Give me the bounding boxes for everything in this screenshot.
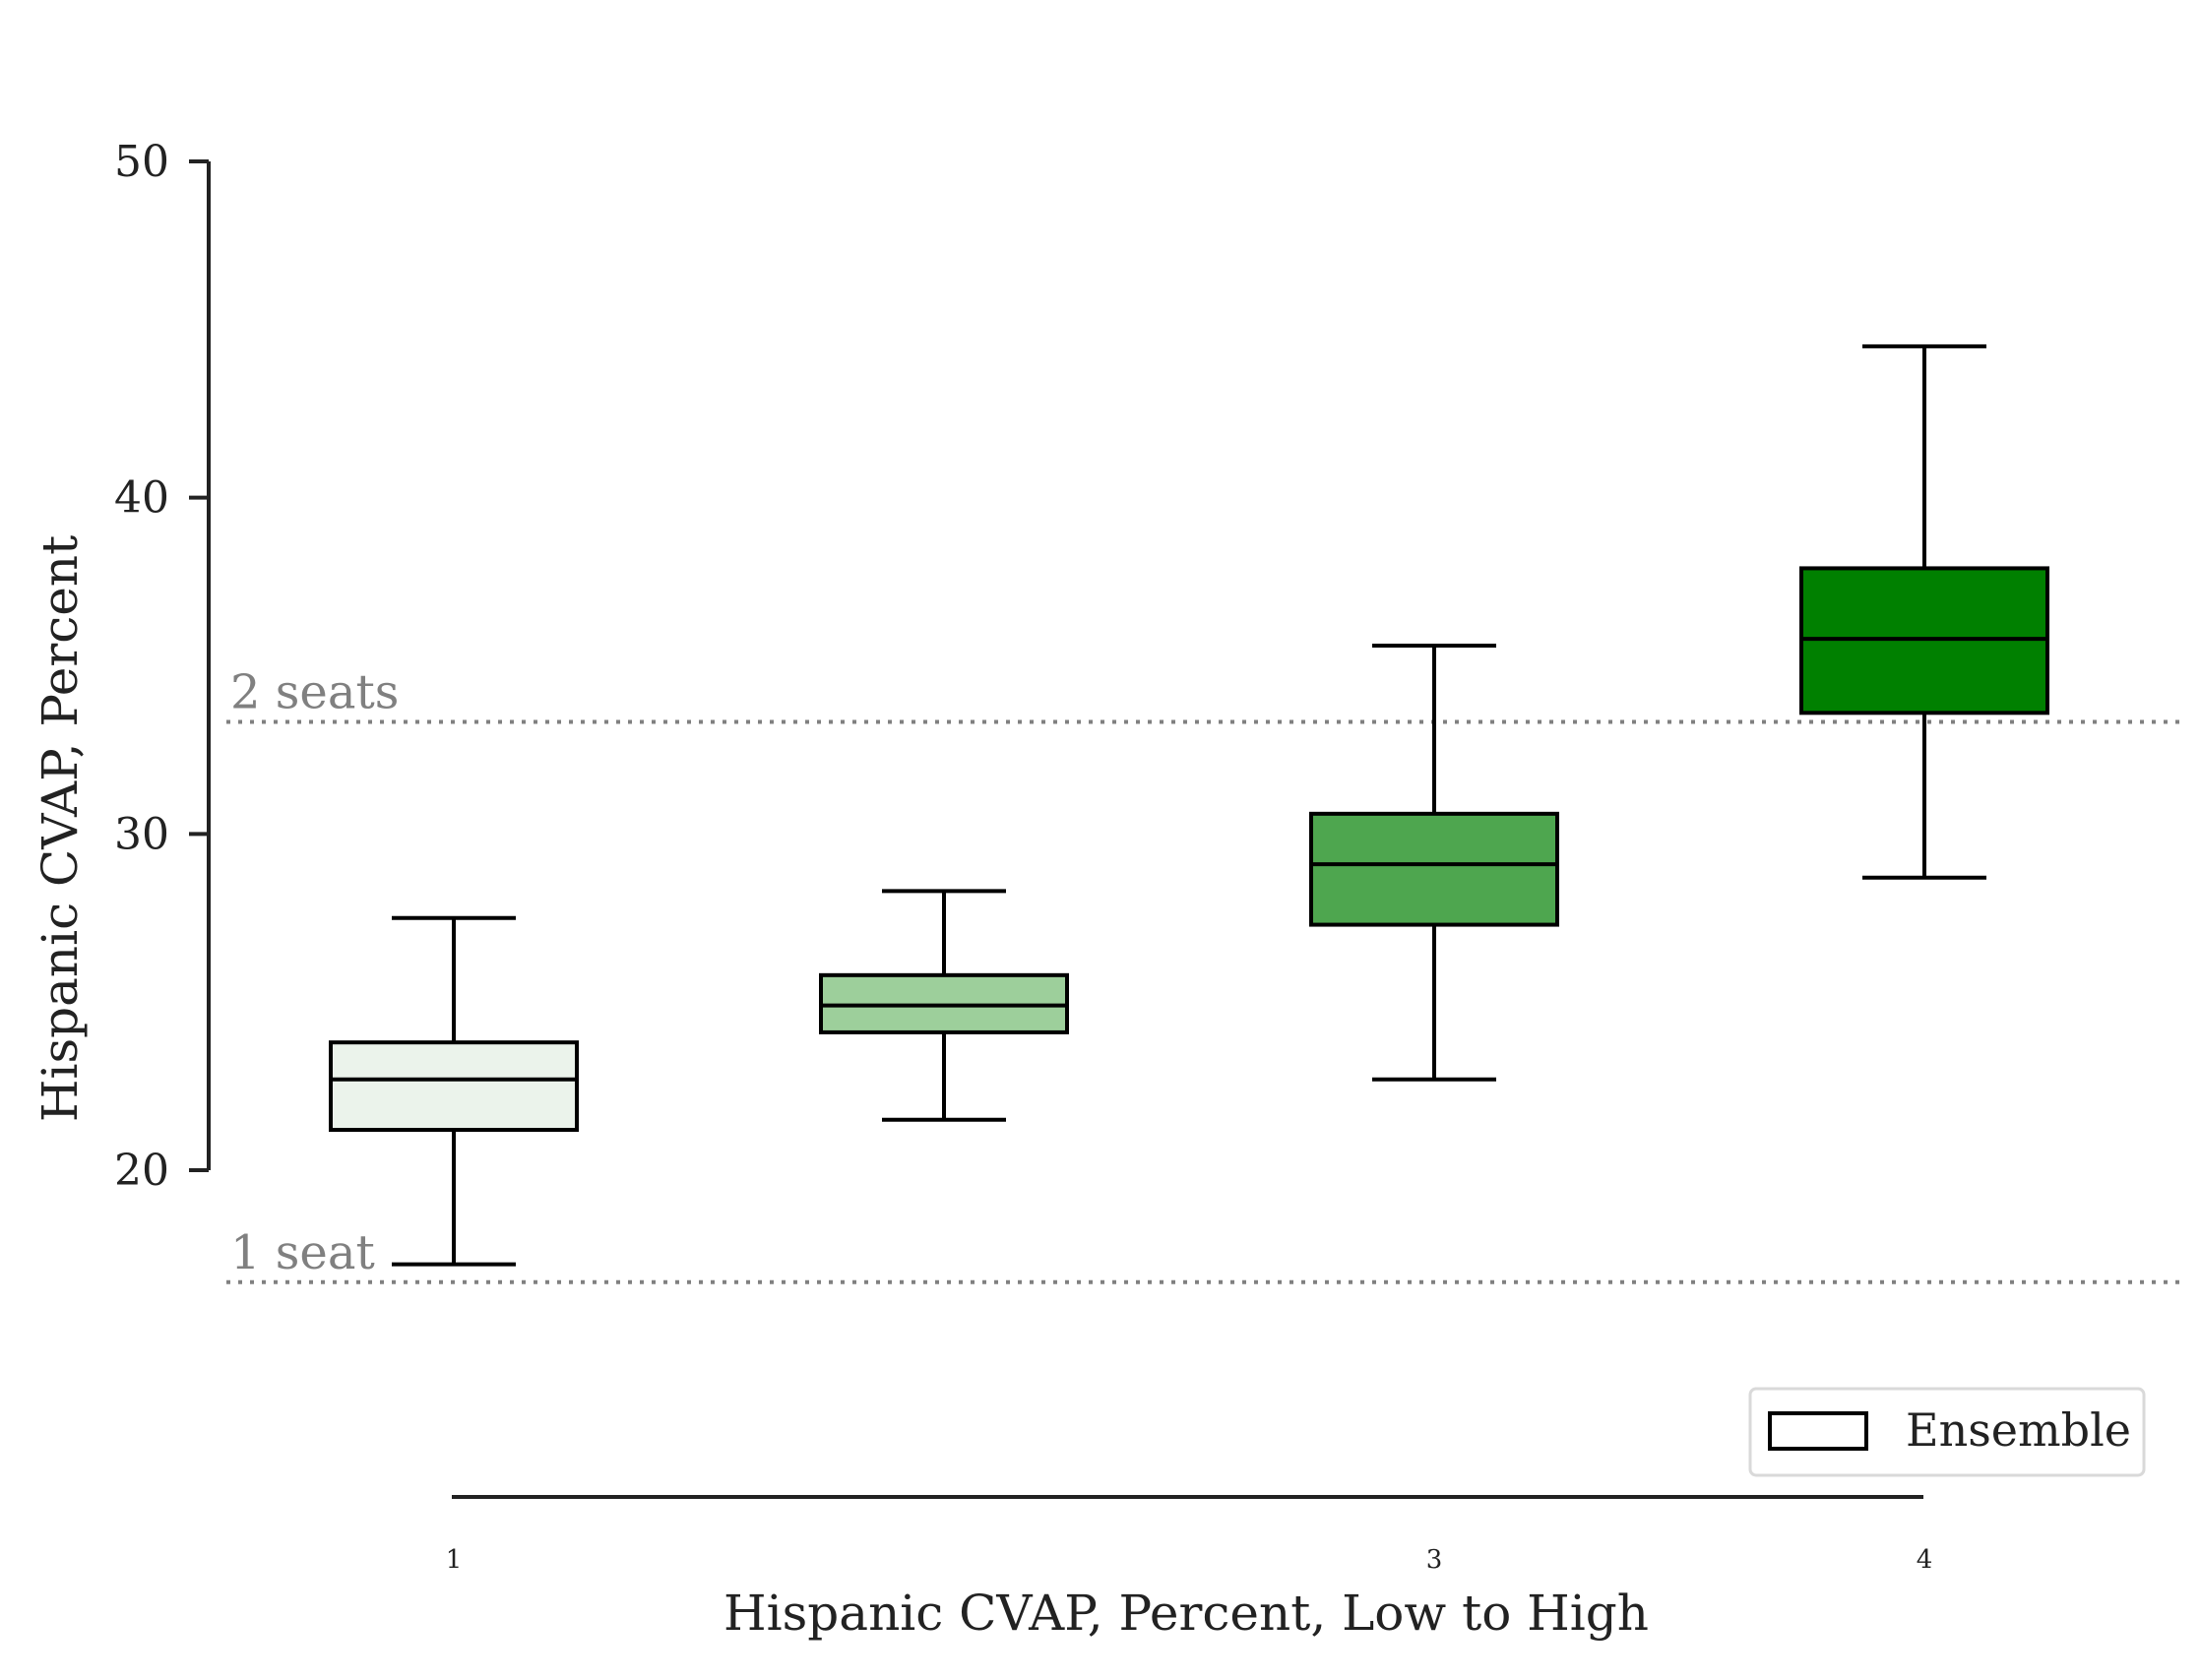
legend-label: Ensemble: [1906, 1403, 2131, 1457]
box-item: [1309, 644, 1559, 1082]
boxes: [329, 343, 2049, 1267]
reference-lines: 2 seats 1 seat: [226, 665, 2179, 1284]
x-axis-title: Hispanic CVAP, Percent, Low to High: [723, 1585, 1649, 1642]
box-rect: [1309, 811, 1559, 927]
box-rect: [329, 1040, 579, 1132]
y-tick-label: 50: [114, 137, 169, 187]
x-ticks: 1 3 4: [446, 1545, 1933, 1575]
box-item: [329, 915, 579, 1267]
legend-frame: [1748, 1387, 2146, 1477]
y-tick-label: 30: [114, 809, 169, 859]
x-tick-label: 1: [446, 1545, 463, 1575]
x-tick-label: 3: [1426, 1545, 1443, 1575]
y-ticks: 20 30 40 50: [114, 137, 209, 1196]
reference-line-label: 2 seats: [230, 665, 399, 720]
x-tick-label: 4: [1917, 1545, 1933, 1575]
y-tick-label: 40: [114, 473, 169, 524]
legend-swatch: [1768, 1411, 1868, 1451]
y-axis-title: Hispanic CVAP, Percent: [31, 535, 89, 1122]
legend: Ensemble: [1748, 1387, 2146, 1477]
y-tick-label: 20: [114, 1146, 169, 1196]
reference-line-label: 1 seat: [230, 1225, 375, 1280]
box-item: [1799, 343, 2049, 880]
box-item: [819, 889, 1069, 1122]
